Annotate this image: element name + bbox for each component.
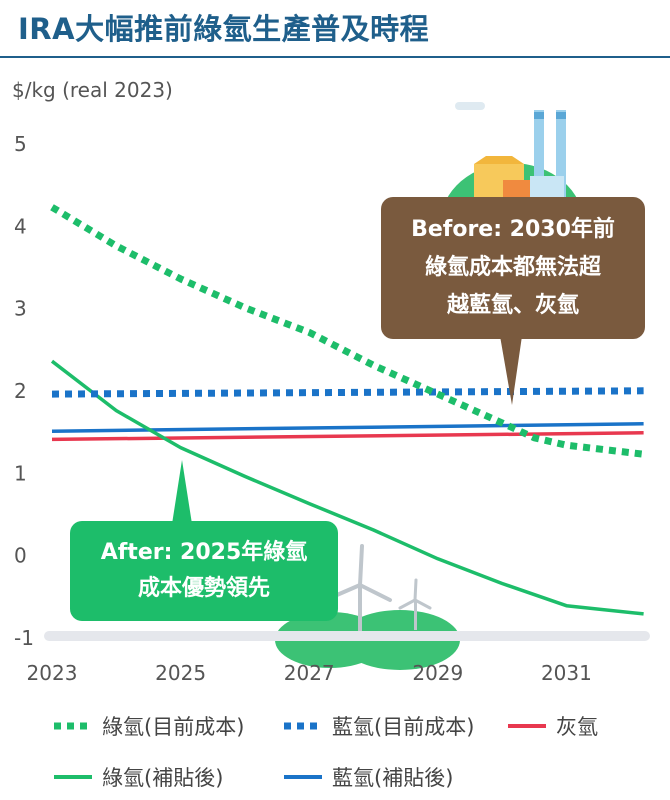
callout-after: After: 2025年綠氫 成本優勢領先 [70, 521, 338, 621]
callout-after-line-1: After: 2025年綠氫 [100, 540, 308, 565]
legend-row-1: 綠氫(目前成本) 藍氫(目前成本) 灰氫 [0, 706, 670, 746]
x-axis-baseline [44, 631, 650, 641]
legend-row-2: 綠氫(補貼後) 藍氫(補貼後) [0, 757, 670, 797]
page-title: IRA大幅推前綠氫生產普及時程 [18, 12, 430, 46]
x-tick-label: 2025 [155, 661, 206, 685]
x-tick-label: 2029 [412, 661, 463, 685]
legend-label: 藍氫(目前成本) [332, 715, 475, 739]
series-line-2 [51, 431, 644, 442]
callout-before-line-3: 越藍氫、灰氫 [446, 293, 579, 318]
callout-before: Before: 2030年前 綠氫成本都無法超 越藍氫、灰氫 [381, 197, 645, 339]
title-divider [0, 56, 670, 58]
legend-swatch-red-solid [508, 724, 546, 728]
legend-label: 綠氫(補貼後) [102, 766, 224, 790]
y-tick-label: 4 [14, 214, 27, 238]
x-tick-label: 2023 [27, 661, 78, 685]
legend-item-green-current: 綠氫(目前成本) [52, 706, 244, 746]
y-tick-label: 5 [14, 132, 27, 156]
x-axis-ticks: 2023 2025 2027 2029 2031 [27, 661, 592, 685]
callout-before-line-2: 綠氫成本都無法超 [424, 255, 601, 280]
legend-item-green-subsidized: 綠氫(補貼後) [52, 757, 223, 797]
legend-label: 藍氫(補貼後) [332, 766, 454, 790]
callout-before-line-1: Before: 2030年前 [411, 217, 615, 242]
legend-item-blue-current: 藍氫(目前成本) [282, 706, 474, 746]
series-line-0 [50, 204, 645, 458]
legend-swatch-green-solid [54, 775, 92, 779]
legend-item-grey: 灰氫 [506, 706, 598, 746]
x-tick-label: 2027 [284, 661, 335, 685]
legend-swatch-blue-solid [284, 775, 322, 779]
legend-label: 綠氫(目前成本) [102, 715, 245, 739]
y-axis-label: $/kg (real 2023) [12, 78, 173, 102]
y-tick-label: 1 [14, 461, 27, 485]
y-tick-label: -1 [14, 626, 34, 650]
callout-after-line-2: 成本優勢領先 [137, 576, 270, 601]
series-lines [50, 204, 645, 616]
legend-item-blue-subsidized: 藍氫(補貼後) [282, 757, 453, 797]
callout-after-pointer [172, 460, 192, 524]
callout-before-pointer [500, 336, 522, 405]
legend-swatch-green-dotted [54, 722, 92, 730]
legend-swatch-blue-dotted [284, 722, 322, 730]
x-tick-label: 2031 [541, 661, 592, 685]
y-axis-ticks: 5 4 3 2 1 0 -1 [14, 132, 34, 650]
y-tick-label: 0 [14, 544, 27, 568]
series-line-1 [51, 387, 644, 398]
series-line-3 [50, 359, 644, 616]
y-tick-label: 3 [14, 297, 27, 321]
legend-label: 灰氫 [556, 715, 598, 739]
y-tick-label: 2 [14, 379, 27, 403]
